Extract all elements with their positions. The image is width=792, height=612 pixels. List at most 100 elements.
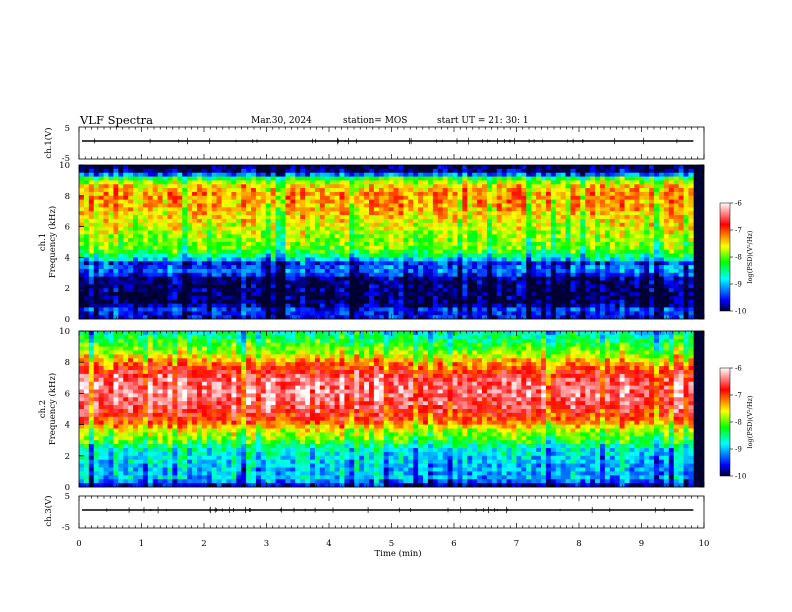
spectrogram-cell [673,165,679,170]
spectrogram-cell [413,226,419,231]
spectrogram-cell [280,245,286,250]
spectrogram-cell [88,184,95,189]
spectrogram-cell [550,226,557,231]
spectrogram-cell [496,292,502,297]
spectrogram-cell [521,257,527,262]
spectrogram-cell [201,184,208,189]
spectrogram-cell [452,307,458,312]
spectrogram-cell [123,307,129,312]
spectrogram-cell [123,195,129,200]
spectrogram-cell [378,299,385,304]
spectrogram-cell [113,307,119,312]
spectrogram-cell [265,257,271,262]
spectrogram-cell [260,295,267,301]
spectrogram-cell [162,245,168,250]
spectrogram-cell [462,257,468,262]
spectrogram-cell [388,176,394,181]
spectrogram-cell [516,230,522,235]
spectrogram-cell [482,257,488,262]
spectrogram-cell [565,226,571,231]
spectrogram-cell [290,280,296,285]
spectrogram-cell [275,276,281,281]
spectrogram-cell [354,257,360,262]
spectrogram-cell [393,165,399,170]
spectrogram-cell [319,230,326,235]
spectrogram-cell [678,303,684,308]
spectrogram-cell [251,284,257,289]
spectrogram-cell [285,234,291,239]
spectrogram-cell [388,180,394,185]
spectrogram-cell [663,234,670,239]
spectrogram-cell [354,253,360,258]
spectrogram-cell [133,245,139,250]
spectrogram-cell [393,292,399,297]
spectrogram-cell [545,292,552,297]
spectrogram-cell [536,276,542,281]
spectrogram-cell [437,234,444,239]
spectrogram-cell [314,295,321,301]
spectrogram-cell [565,199,571,204]
spectrogram-cell [442,195,448,200]
spectrogram-cell [624,307,630,312]
spectrogram-cell [634,207,640,212]
spectrogram-cell [565,172,571,177]
spectrogram-cell [501,188,507,193]
spectrogram-cell [221,199,227,204]
spectrogram-cell [393,168,399,173]
spectrogram-cell [93,295,99,301]
spectrogram-cell [609,299,616,304]
spectrogram-cell [226,234,232,239]
spectrogram-cell [619,311,625,316]
spectrogram-cell [113,226,119,231]
spectrogram-cell [339,299,345,304]
spectrogram-cell [658,307,665,312]
spectrogram-cell [187,284,193,289]
spectrogram-cell [639,234,645,239]
spectrogram-cell [531,226,537,231]
spectrogram-cell [442,284,448,289]
spectrogram-cell [270,249,276,254]
spectrogram-cell [609,245,616,250]
spectrogram-cell [560,284,566,289]
spectrogram-cell [511,191,517,197]
spectrogram-cell [285,242,291,247]
spectrogram-cell [486,165,493,170]
spectrogram-cell [590,245,596,250]
spectrogram-cell [255,234,262,239]
spectrogram-cell [501,265,507,270]
spectrogram-cell [329,257,335,262]
spectrogram-cell [413,238,419,243]
spectrogram-cell [201,261,208,266]
spectrogram-cell [408,238,414,243]
spectrogram-cell [678,207,684,212]
spectrogram-cell [290,242,296,247]
spectrogram-cell [496,284,502,289]
spectrogram-cell [599,265,606,270]
spectrogram-cell [354,188,360,193]
spectrogram-cell [683,165,689,170]
spectrogram-cell [162,188,168,193]
spectrogram-cell [663,184,670,189]
spectrogram-cell [658,242,665,247]
spectrogram-cell [545,230,552,235]
spectrogram-cell [137,292,144,297]
spectrogram-cell [644,265,650,270]
spectrogram-cell [413,303,419,308]
spectrogram-cell [668,242,675,247]
spectrogram-cell [359,203,365,208]
spectrogram-cell [300,188,306,193]
spectrogram-cell [167,276,173,281]
spectrogram-cell [118,295,124,301]
spectrogram-cell [482,299,488,304]
spectrogram-cell [403,257,409,262]
spectrogram-cell [319,295,326,301]
spectrogram-cell [398,242,404,247]
spectrogram-cell [634,249,640,254]
spectrogram-cell [462,172,468,177]
spectrogram-cell [295,268,301,274]
spectrogram-cell [550,203,557,208]
spectrogram-cell [270,165,276,170]
spectrogram-cell [516,299,522,304]
spectrogram-cell [595,268,601,274]
spectrogram-cell [201,203,208,208]
